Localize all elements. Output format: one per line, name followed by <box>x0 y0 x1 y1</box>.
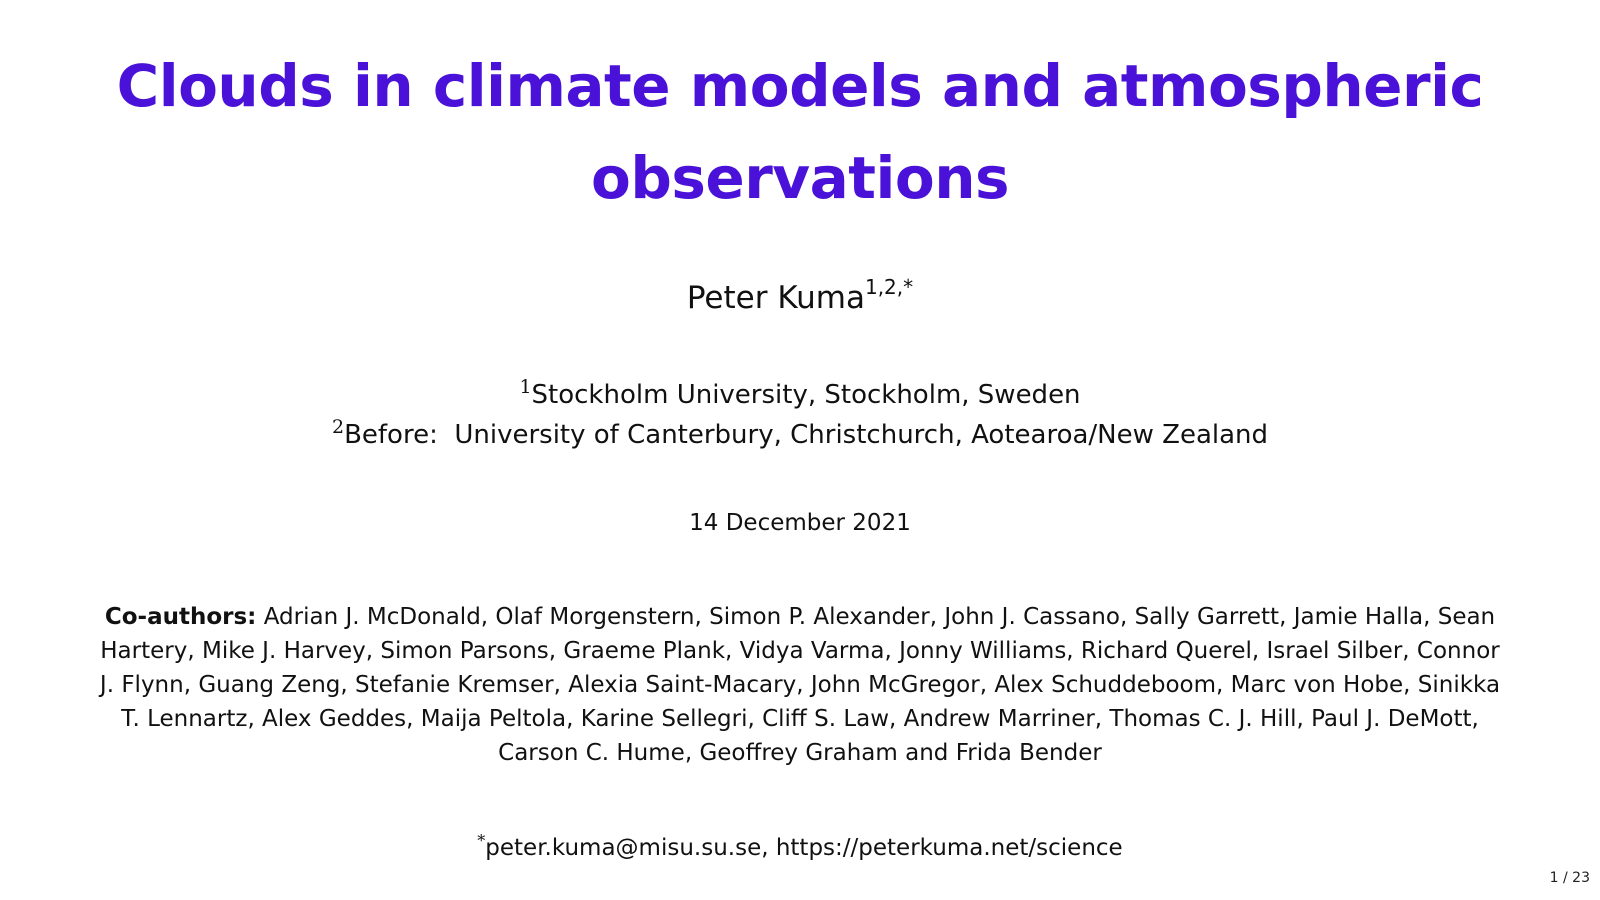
affiliation-2-text: Before: University of Canterbury, Christ… <box>344 420 1269 450</box>
affiliation-1-text: Stockholm University, Stockholm, Sweden <box>531 380 1081 410</box>
presentation-date: 14 December 2021 <box>689 510 911 536</box>
author-name: Peter Kuma <box>686 280 865 316</box>
affiliation-2-mark: 2 <box>331 416 345 438</box>
affiliations: 1Stockholm University, Stockholm, Sweden… <box>0 375 1600 455</box>
page-number: 1 / 23 <box>1549 870 1590 886</box>
affiliation-1-mark: 1 <box>519 376 532 398</box>
contact-text: peter.kuma@misu.su.se, https://peterkuma… <box>485 835 1123 861</box>
contact-mark: * <box>477 831 486 850</box>
author-line: Peter Kuma1,2,* <box>0 277 1600 316</box>
affiliation-1: 1Stockholm University, Stockholm, Sweden <box>0 375 1600 415</box>
slide-title: Clouds in climate models and atmospheric… <box>116 52 1484 212</box>
coauthors-label: Co-authors: <box>104 604 257 630</box>
coauthors-names: Adrian J. McDonald, Olaf Morgenstern, Si… <box>99 604 1501 766</box>
contact-line: *peter.kuma@misu.su.se, https://peterkum… <box>0 833 1600 862</box>
affiliation-2: 2Before: University of Canterbury, Chris… <box>0 415 1600 455</box>
author-affiliation-marks: 1,2,* <box>864 275 914 299</box>
coauthors-block: Co-authors: Adrian J. McDonald, Olaf Mor… <box>95 600 1505 770</box>
